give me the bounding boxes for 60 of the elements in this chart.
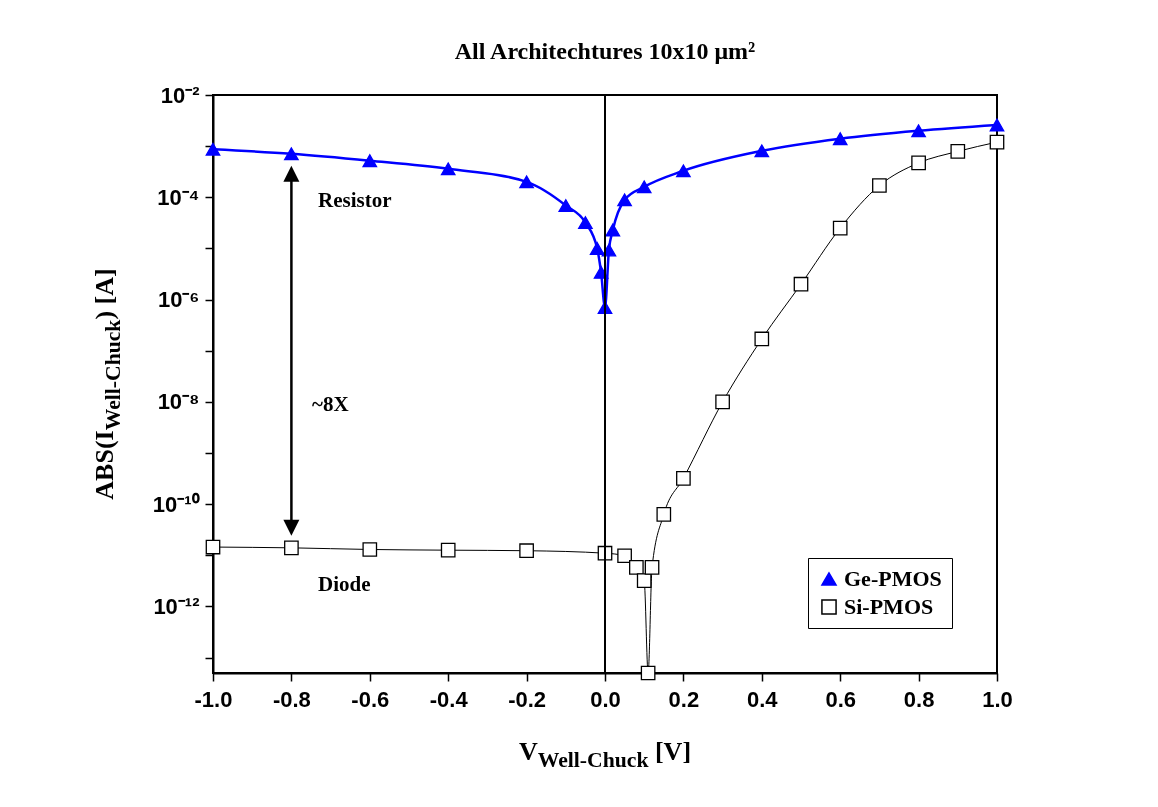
point <box>832 220 848 236</box>
annotation: Diode <box>318 572 371 597</box>
chart-title: All Architechtures 10x10 μm² <box>454 38 756 64</box>
legend-label: Si-PMOS <box>844 594 934 619</box>
point <box>872 178 887 193</box>
point <box>754 331 770 347</box>
point <box>629 560 644 575</box>
point <box>989 134 1005 150</box>
point <box>911 124 926 138</box>
y-tick-label: 10⁻⁶ <box>157 287 200 313</box>
point <box>440 162 456 176</box>
y-tick-label: 10⁻² <box>160 82 200 108</box>
point <box>205 539 221 555</box>
point <box>715 394 730 410</box>
x-tick-label: -0.6 <box>351 686 390 712</box>
point <box>558 199 574 212</box>
point <box>911 155 926 171</box>
point <box>605 223 621 237</box>
point <box>205 142 221 156</box>
point <box>284 147 299 161</box>
point <box>589 241 605 255</box>
x-tick-label: 0.8 <box>903 686 935 712</box>
point <box>676 470 691 486</box>
point <box>519 543 534 559</box>
point <box>362 154 378 168</box>
x-tick-label: 0.0 <box>590 686 621 712</box>
x-tick-label: 0.6 <box>825 686 856 712</box>
point <box>656 507 672 522</box>
point <box>832 132 848 146</box>
x-tick-label: 0.4 <box>747 686 779 712</box>
annotation: Resistor <box>318 188 392 213</box>
point <box>950 144 966 159</box>
x-tick-label: 1.0 <box>982 686 1013 712</box>
x-axis-title: V$_{Well-Chuck}$ [V] <box>518 737 692 773</box>
point <box>754 144 770 158</box>
point <box>284 540 299 556</box>
point <box>440 542 456 558</box>
x-tick-label: -0.4 <box>429 686 469 712</box>
y-tick-label: 10⁻⁸ <box>157 389 200 415</box>
x-tick-label: -1.0 <box>194 686 233 712</box>
y-tick-label: 10⁻¹² <box>153 593 200 619</box>
point <box>676 164 691 178</box>
point <box>644 560 660 575</box>
point <box>362 542 378 557</box>
point <box>578 216 593 230</box>
point <box>617 548 632 564</box>
point <box>989 118 1005 132</box>
point <box>617 193 632 207</box>
point <box>519 175 534 189</box>
point <box>640 665 656 681</box>
y-tick-label: 10⁻⁴ <box>157 184 200 210</box>
x-tick-label: -0.8 <box>272 686 311 712</box>
point <box>793 276 809 292</box>
x-tick-label: 0.2 <box>668 686 700 712</box>
x-tick-label: -0.2 <box>508 686 547 712</box>
point <box>636 180 652 194</box>
legend-label: Ge-PMOS <box>844 566 942 591</box>
annotation: ~8X <box>312 392 349 417</box>
point <box>636 573 652 588</box>
y-tick-label: 10⁻¹⁰ <box>152 491 200 517</box>
